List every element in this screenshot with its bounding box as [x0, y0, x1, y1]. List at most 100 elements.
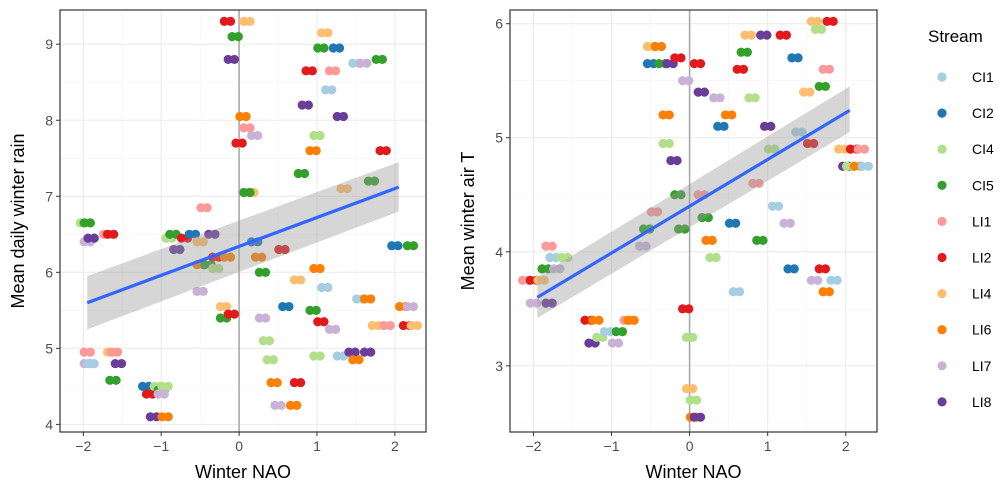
- point-LI4: [342, 184, 352, 194]
- point-CI4: [688, 332, 698, 342]
- legend-key-LI2: [937, 252, 947, 263]
- point-LI6: [163, 412, 173, 422]
- point-LI6: [272, 377, 282, 388]
- point-LI8: [762, 30, 772, 40]
- point-LI7: [159, 389, 169, 399]
- point-CI4: [163, 381, 173, 391]
- point-LI2: [809, 138, 819, 149]
- x-tick-label: 2: [842, 438, 850, 454]
- point-CI4: [711, 252, 721, 263]
- point-CI4: [563, 252, 573, 263]
- point-LI2: [109, 229, 119, 239]
- y-tick-label: 6: [45, 264, 53, 280]
- point-LI2: [307, 66, 317, 76]
- y-tick-label: 5: [45, 340, 53, 356]
- regression-line: [86, 185, 400, 305]
- point-CI5: [820, 81, 831, 92]
- y-tick-label: 4: [45, 416, 53, 432]
- point-LI8: [210, 229, 220, 239]
- left-scatter-plot: −2 −1 0 1 2 4 5 6 7 8 9 Winter NAO Mean daily winter…: [8, 9, 427, 482]
- point-LI6: [664, 110, 674, 120]
- point-CI5: [680, 224, 690, 234]
- panel-border: [59, 9, 427, 433]
- point-LI2: [237, 138, 247, 148]
- y-axis-title: Mean daily winter rain: [8, 133, 28, 308]
- x-tick-label: 1: [313, 438, 321, 454]
- legend-title: Stream: [928, 27, 983, 46]
- point-LI1: [859, 144, 870, 154]
- point-CI4: [770, 144, 780, 154]
- point-CI1: [774, 201, 784, 211]
- point-CI5: [742, 47, 752, 57]
- point-CI1: [863, 161, 874, 171]
- legend-key-LI6: [937, 325, 947, 335]
- point-LI8: [350, 347, 360, 357]
- point-CI1: [797, 127, 807, 137]
- point-LI8: [547, 298, 557, 308]
- point-LI4: [813, 16, 823, 27]
- point-LI6: [594, 315, 604, 325]
- y-tick-label: 5: [495, 130, 503, 146]
- point-CI4: [214, 263, 224, 274]
- point-CI5: [758, 235, 768, 245]
- point-CI4: [664, 138, 674, 149]
- point-CI4: [315, 130, 325, 141]
- panel-border: [509, 9, 878, 433]
- point-LI8: [116, 358, 127, 369]
- legend-label-LI4: LI4: [972, 286, 992, 302]
- point-CI1: [734, 287, 745, 297]
- y-axis-title: Mean winter air T: [458, 152, 478, 291]
- point-LI2: [828, 16, 838, 27]
- x-tick-label: 2: [391, 438, 399, 454]
- panel-background: [510, 10, 877, 432]
- point-LI6: [824, 287, 834, 297]
- point-LI6: [707, 235, 717, 245]
- point-LI6: [656, 41, 667, 52]
- legend-label-LI7: LI7: [972, 358, 992, 374]
- legend-key-CI5: [937, 180, 947, 190]
- point-LI7: [613, 338, 624, 348]
- point-CI5: [245, 187, 255, 198]
- x-tick-label: −1: [153, 438, 169, 454]
- point-CI5: [408, 241, 419, 251]
- legend-key-CI1: [937, 72, 947, 82]
- x-tick-label: 0: [686, 438, 694, 454]
- point-CI5: [260, 267, 271, 277]
- legend-key-LI4: [937, 289, 947, 299]
- point-LI6: [292, 400, 302, 410]
- point-CI5: [311, 305, 321, 315]
- point-LI7: [785, 218, 795, 228]
- point-LI2: [296, 377, 306, 388]
- point-LI6: [257, 252, 267, 262]
- point-LI4: [539, 275, 549, 285]
- point-CI1: [832, 275, 842, 285]
- point-LI2: [280, 244, 290, 255]
- point-CI4: [268, 355, 278, 365]
- point-LI6: [366, 294, 376, 304]
- point-CI5: [233, 32, 243, 42]
- point-LI4: [245, 16, 255, 27]
- point-LI4: [198, 237, 208, 247]
- point-LI2: [381, 146, 391, 156]
- point-LI8: [229, 54, 240, 65]
- point-LI2: [695, 59, 706, 69]
- point-LI7: [408, 301, 419, 312]
- point-CI1: [327, 85, 337, 95]
- point-CI5: [111, 375, 121, 385]
- legend-label-LI1: LI1: [972, 213, 992, 229]
- point-LI6: [225, 252, 236, 262]
- legend-key-LI7: [937, 361, 947, 371]
- point-LI2: [319, 317, 329, 327]
- point-LI7: [253, 130, 263, 141]
- point-LI4: [222, 301, 232, 312]
- legend-key-CI4: [937, 144, 947, 154]
- point-LI4: [746, 30, 756, 40]
- point-LI2: [684, 304, 694, 314]
- x-tick-label: −2: [75, 438, 91, 454]
- point-LI2: [738, 64, 749, 74]
- point-LI7: [276, 400, 286, 410]
- point-CI5: [370, 176, 380, 186]
- point-LI1: [331, 66, 341, 76]
- point-CI4: [264, 336, 275, 346]
- legend-label-LI2: LI2: [972, 250, 992, 266]
